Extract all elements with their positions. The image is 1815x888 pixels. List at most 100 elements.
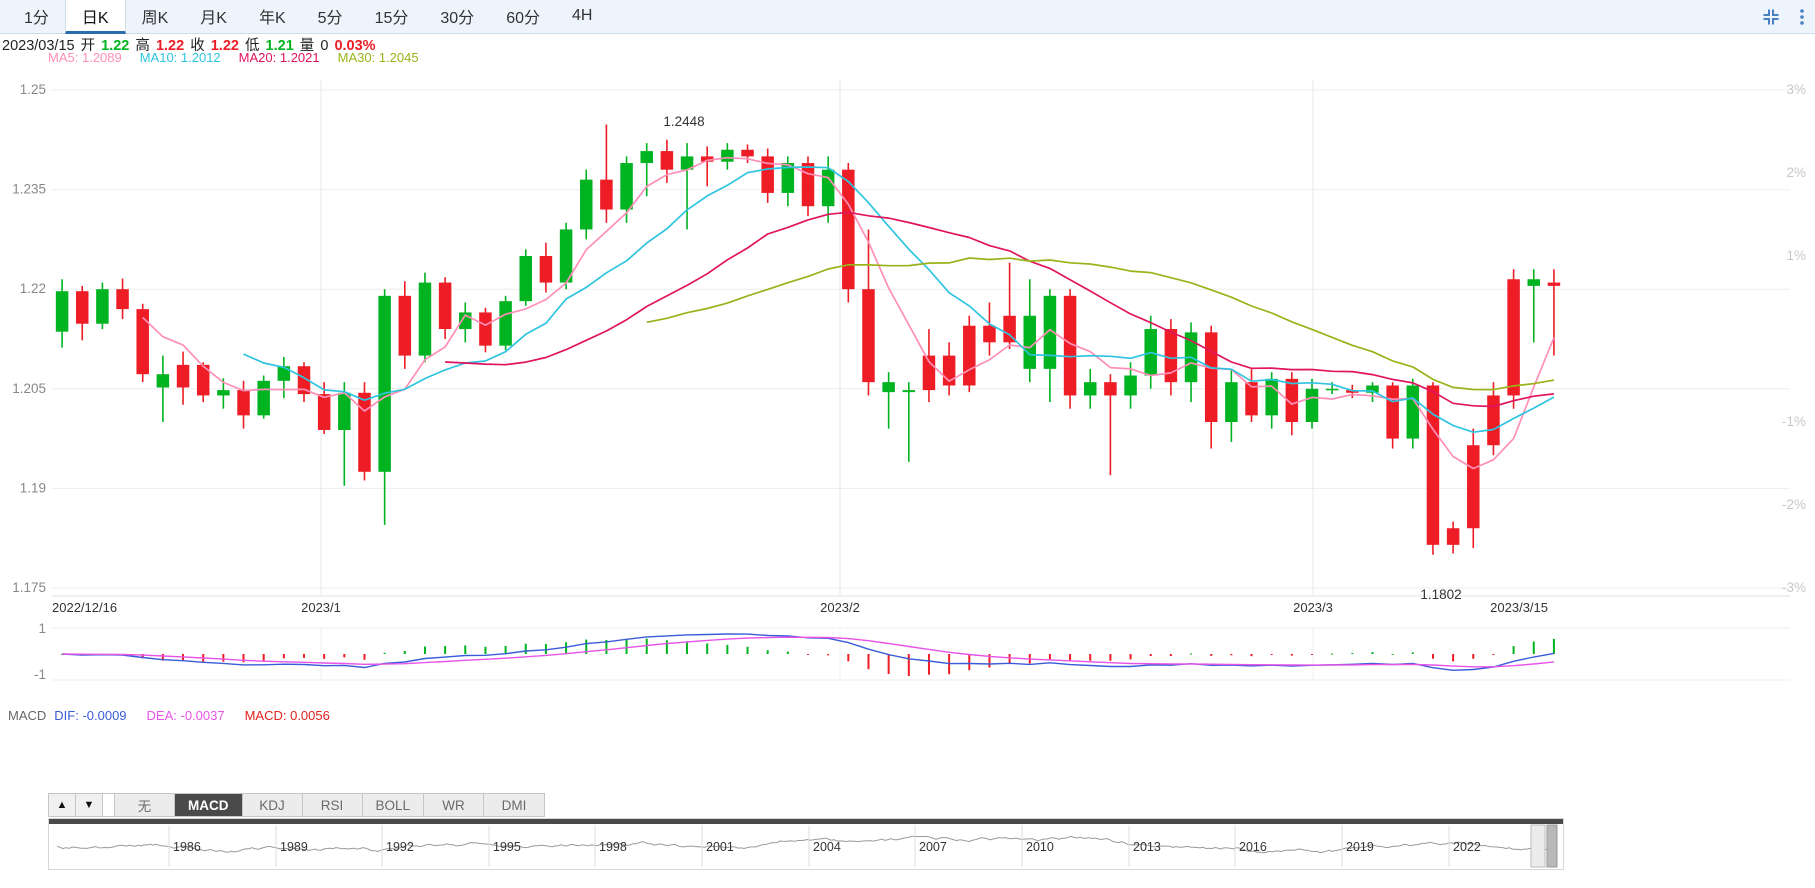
candle-body <box>1467 445 1480 529</box>
navigator-year-label-5: 2001 <box>706 840 734 854</box>
timeframe-tab-3[interactable]: 月K <box>200 9 227 27</box>
timeframe-tab-1[interactable]: 日K <box>64 0 126 34</box>
macd-histogram-bar <box>363 654 366 660</box>
candle-body <box>136 309 149 375</box>
indicator-button-wr[interactable]: WR <box>424 794 485 816</box>
close-value: 1.22 <box>210 38 239 54</box>
kebab-menu-icon[interactable] <box>1799 7 1805 27</box>
timeframe-tab-6[interactable]: 15分 <box>374 9 409 27</box>
indicator-button-boll[interactable]: BOLL <box>362 794 425 816</box>
navigator-left-handle[interactable] <box>1530 824 1546 868</box>
macd-histogram-bar <box>1190 653 1193 655</box>
scroll-up-button[interactable]: ▲ <box>49 794 76 816</box>
macd-histogram-bar <box>1311 654 1313 655</box>
candle-body <box>1204 332 1218 422</box>
macd-legend-item-2: MACD: 0.0056 <box>244 708 330 723</box>
candle-body <box>479 312 492 346</box>
macd-histogram-bar <box>1169 654 1172 657</box>
macd-histogram-bar <box>1210 654 1213 656</box>
candle-body <box>902 390 916 393</box>
candle-body <box>1003 315 1016 343</box>
macd-histogram-bar <box>1351 652 1354 654</box>
timeframe-tab-9[interactable]: 4H <box>572 6 593 24</box>
macd-histogram-bar <box>242 654 245 663</box>
timeline-navigator[interactable]: 1986 1989 1992 1995 1998 2001 2004 2007 2010 2013… <box>48 818 1564 870</box>
ma-legend-item-0: MA5: 1.2089 <box>48 50 122 65</box>
timeframe-tab-2[interactable]: 周K <box>141 9 169 27</box>
y-axis-label-5: 1.175 <box>12 580 46 595</box>
candle-body <box>338 392 351 430</box>
macd-histogram-bar <box>706 643 709 654</box>
navigator-year-label-10: 2016 <box>1239 840 1267 854</box>
macd-histogram-bar <box>464 645 467 654</box>
candle-body <box>438 282 452 330</box>
candle-body <box>579 179 593 230</box>
candle-body <box>781 163 795 193</box>
macd-histogram-bar <box>444 646 447 654</box>
timeframe-tab-8[interactable]: 60分 <box>506 9 540 27</box>
macd-line-dea <box>62 636 1554 668</box>
ma-legend-item-2: MA20: 1.2021 <box>238 50 320 65</box>
open-label: 开 <box>80 38 96 54</box>
macd-histogram-bar <box>1411 652 1414 654</box>
timeframe-tab-4[interactable]: 年K <box>258 9 286 27</box>
macd-histogram-bar <box>383 652 386 654</box>
macd-histogram-bar <box>1048 654 1051 660</box>
annotation-period-low: 1.1802 <box>1420 587 1461 602</box>
candle-body <box>1386 385 1399 439</box>
navigator-top-bar <box>49 819 1563 824</box>
price-chart-svg: 1.25 1.235 1.22 1.205 1.19 1.175 3% 2% 1% -1% -2% -… <box>12 80 1806 682</box>
timeframe-tab-0[interactable]: 1分 <box>24 9 49 27</box>
right-axis-label-2: 1% <box>1786 248 1806 263</box>
macd-histogram-bar <box>403 650 406 654</box>
x-axis-label-2: 2023/2 <box>820 600 860 615</box>
candle-body <box>1245 382 1258 416</box>
price-chart[interactable]: 1.25 1.235 1.22 1.205 1.19 1.175 3% 2% 1% -1% -2% -… <box>0 68 1815 688</box>
macd-histogram-bar <box>1069 654 1072 661</box>
macd-histogram-bar <box>887 654 890 674</box>
timeframe-tab-7[interactable]: 30分 <box>440 9 475 27</box>
candle-body <box>741 149 754 157</box>
navigator-year-label-6: 2004 <box>813 840 841 854</box>
macd-histogram-bar <box>1230 654 1233 656</box>
candle-body <box>1225 382 1238 422</box>
compress-icon[interactable] <box>1761 7 1781 27</box>
macd-histogram-bar <box>585 639 588 654</box>
macd-histogram-bar <box>988 654 991 668</box>
candle-body <box>519 256 533 302</box>
timeframe-tab-5[interactable]: 5分 <box>317 9 343 27</box>
macd-histogram-bar <box>323 654 326 659</box>
macd-histogram-bar <box>1371 652 1374 654</box>
navigator-year-label-12: 2022 <box>1453 840 1481 854</box>
high-label: 高 <box>135 38 150 54</box>
candle-body <box>1527 279 1541 286</box>
candle-body <box>156 374 170 388</box>
navigator-year-label-1: 1989 <box>280 840 308 854</box>
navigator-year-label-11: 2019 <box>1346 840 1374 854</box>
candle-body <box>700 156 714 162</box>
scroll-down-button[interactable]: ▼ <box>76 794 103 816</box>
indicator-button-dmi[interactable]: DMI <box>484 794 545 816</box>
macd-histogram-bar <box>645 638 648 654</box>
macd-histogram-bar <box>1290 654 1293 656</box>
candle-body <box>217 390 230 396</box>
candle-body <box>1023 315 1037 369</box>
indicator-button-rsi[interactable]: RSI <box>302 794 363 816</box>
candle-body <box>1406 385 1420 439</box>
x-axis-label-4: 2023/3/15 <box>1490 600 1548 615</box>
quote-date: 2023/03/15 <box>2 38 75 54</box>
candle-body <box>378 295 391 472</box>
close-label: 收 <box>190 38 205 54</box>
candle-body <box>96 289 109 324</box>
timeframe-tabs: 1分 日K 周K 月K 年K 5分 15分 30分 60分 4H <box>0 0 1815 34</box>
indicator-button-无[interactable]: 无 <box>115 794 175 816</box>
macd-histogram-bar <box>867 654 870 670</box>
indicator-button-macd[interactable]: MACD <box>175 794 243 816</box>
indicator-button-kdj[interactable]: KDJ <box>242 794 303 816</box>
right-axis-label-4: -2% <box>1782 497 1806 512</box>
candle-body <box>75 291 89 324</box>
navigator-right-handle[interactable] <box>1546 824 1558 868</box>
candle-body <box>277 366 291 381</box>
candle-body <box>801 163 815 207</box>
candle-body <box>1063 295 1077 396</box>
